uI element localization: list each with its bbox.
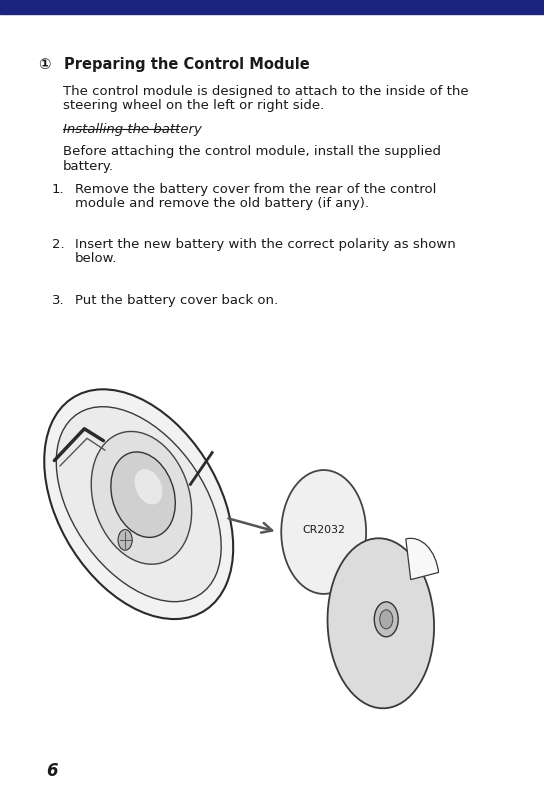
Text: 3.: 3.	[52, 294, 64, 306]
Text: Insert the new battery with the correct polarity as shown: Insert the new battery with the correct …	[75, 238, 456, 251]
Text: below.: below.	[75, 252, 118, 265]
Circle shape	[374, 602, 398, 637]
Ellipse shape	[111, 452, 175, 538]
Text: Preparing the Control Module: Preparing the Control Module	[64, 57, 310, 72]
Text: module and remove the old battery (if any).: module and remove the old battery (if an…	[75, 197, 369, 210]
Circle shape	[380, 610, 393, 629]
Ellipse shape	[56, 407, 221, 602]
Wedge shape	[406, 538, 438, 580]
Text: The control module is designed to attach to the inside of the: The control module is designed to attach…	[63, 85, 468, 98]
Text: ①: ①	[38, 57, 51, 72]
Text: Before attaching the control module, install the supplied: Before attaching the control module, ins…	[63, 145, 441, 158]
Ellipse shape	[327, 538, 434, 708]
Text: 6: 6	[46, 761, 58, 780]
Text: 2.: 2.	[52, 238, 64, 251]
Text: 1.: 1.	[52, 183, 64, 195]
Ellipse shape	[44, 389, 233, 619]
Circle shape	[118, 530, 132, 550]
Text: battery.: battery.	[63, 160, 114, 172]
Text: CR2032: CR2032	[302, 525, 345, 534]
Bar	[0, 0, 544, 14]
Ellipse shape	[91, 431, 191, 565]
Text: Remove the battery cover from the rear of the control: Remove the battery cover from the rear o…	[75, 183, 436, 195]
Text: steering wheel on the left or right side.: steering wheel on the left or right side…	[63, 99, 324, 112]
Text: Installing the battery: Installing the battery	[63, 123, 201, 136]
Text: Put the battery cover back on.: Put the battery cover back on.	[75, 294, 278, 306]
Circle shape	[281, 470, 366, 594]
Ellipse shape	[134, 469, 163, 504]
